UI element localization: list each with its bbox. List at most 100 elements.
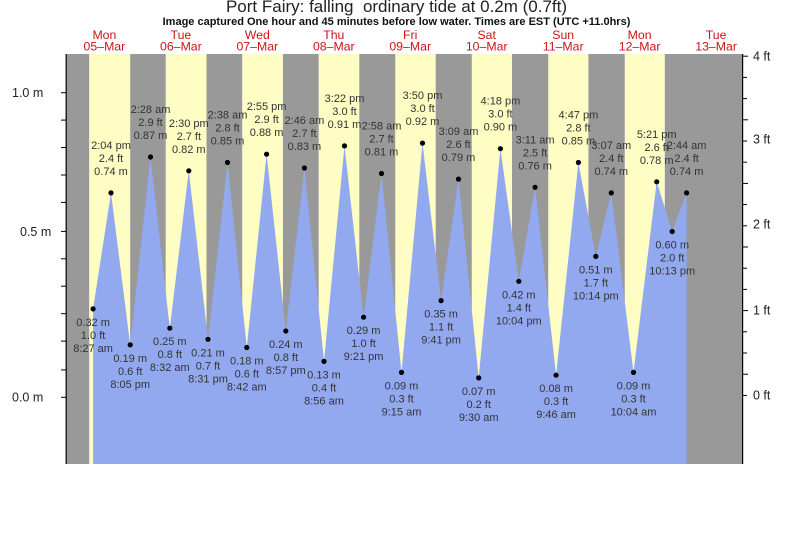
svg-text:3.0 ft: 3.0 ft xyxy=(410,103,434,115)
svg-text:8:32 am: 8:32 am xyxy=(150,362,190,374)
svg-text:11–Mar: 11–Mar xyxy=(543,40,584,54)
svg-text:0.09 m: 0.09 m xyxy=(617,380,651,392)
svg-text:0.18 m: 0.18 m xyxy=(230,356,264,368)
svg-text:2.5 ft: 2.5 ft xyxy=(523,147,547,159)
svg-text:2.7 ft: 2.7 ft xyxy=(292,128,316,140)
svg-text:0.51 m: 0.51 m xyxy=(579,264,613,276)
svg-text:0.25 m: 0.25 m xyxy=(153,336,187,348)
svg-text:0.32 m: 0.32 m xyxy=(76,317,110,329)
svg-text:0.82 m: 0.82 m xyxy=(172,144,206,156)
svg-text:1.7 ft: 1.7 ft xyxy=(584,277,608,289)
svg-text:13–Mar: 13–Mar xyxy=(695,40,737,54)
svg-text:10:13 pm: 10:13 pm xyxy=(649,266,695,278)
svg-text:0.2 ft: 0.2 ft xyxy=(466,399,490,411)
svg-text:0.24 m: 0.24 m xyxy=(269,339,303,351)
svg-text:0.74 m: 0.74 m xyxy=(670,166,704,178)
svg-text:0.6 ft: 0.6 ft xyxy=(118,366,142,378)
svg-text:3.0 ft: 3.0 ft xyxy=(488,109,512,121)
svg-text:0.13 m: 0.13 m xyxy=(307,369,341,381)
svg-text:06–Mar: 06–Mar xyxy=(160,40,202,54)
svg-text:0.87 m: 0.87 m xyxy=(134,130,168,142)
svg-text:8:27 am: 8:27 am xyxy=(73,343,113,355)
svg-text:2.9 ft: 2.9 ft xyxy=(254,114,278,126)
svg-text:4:47 pm: 4:47 pm xyxy=(559,110,599,122)
svg-text:10:14 pm: 10:14 pm xyxy=(573,290,619,302)
svg-text:10:04 am: 10:04 am xyxy=(611,406,657,418)
svg-text:2.4 ft: 2.4 ft xyxy=(99,153,123,165)
svg-text:0.85 m: 0.85 m xyxy=(211,136,245,148)
svg-text:0.35 m: 0.35 m xyxy=(424,309,458,321)
svg-text:2:38 am: 2:38 am xyxy=(208,110,248,122)
svg-text:0.76 m: 0.76 m xyxy=(518,160,552,172)
svg-text:4:18 pm: 4:18 pm xyxy=(481,96,521,108)
svg-text:10–Mar: 10–Mar xyxy=(466,40,508,54)
svg-text:3:22 pm: 3:22 pm xyxy=(325,93,365,105)
svg-text:2:28 am: 2:28 am xyxy=(131,104,171,116)
svg-text:1.1 ft: 1.1 ft xyxy=(429,322,453,334)
svg-text:2:46 am: 2:46 am xyxy=(285,115,325,127)
svg-text:0.78 m: 0.78 m xyxy=(640,155,674,167)
svg-text:2.4 ft: 2.4 ft xyxy=(599,153,623,165)
svg-text:0.79 m: 0.79 m xyxy=(442,152,476,164)
svg-text:0.74 m: 0.74 m xyxy=(94,166,128,178)
svg-text:9:41 pm: 9:41 pm xyxy=(421,335,461,347)
svg-text:0.4 ft: 0.4 ft xyxy=(312,382,336,394)
svg-text:0 ft: 0 ft xyxy=(753,389,771,403)
svg-text:2.7 ft: 2.7 ft xyxy=(369,134,393,146)
svg-text:2:04 pm: 2:04 pm xyxy=(91,140,131,152)
svg-text:2.9 ft: 2.9 ft xyxy=(138,117,162,129)
svg-text:9:46 am: 9:46 am xyxy=(536,409,576,421)
svg-text:0.90 m: 0.90 m xyxy=(484,122,518,134)
svg-text:2.6 ft: 2.6 ft xyxy=(446,139,470,151)
svg-text:0.85 m: 0.85 m xyxy=(562,136,596,148)
svg-text:2:58 am: 2:58 am xyxy=(362,121,402,133)
svg-text:0.21 m: 0.21 m xyxy=(191,347,225,359)
svg-text:0.91 m: 0.91 m xyxy=(328,119,362,131)
svg-text:1 ft: 1 ft xyxy=(753,304,771,318)
svg-text:2.7 ft: 2.7 ft xyxy=(177,131,201,143)
svg-text:0.3 ft: 0.3 ft xyxy=(389,393,413,405)
svg-text:2:30 pm: 2:30 pm xyxy=(169,118,209,130)
svg-text:3:11 am: 3:11 am xyxy=(516,134,555,146)
svg-text:0.09 m: 0.09 m xyxy=(385,380,419,392)
svg-text:2:55 pm: 2:55 pm xyxy=(247,101,287,113)
svg-text:3:09 am: 3:09 am xyxy=(439,126,479,138)
svg-text:8:56 am: 8:56 am xyxy=(304,395,344,407)
svg-text:0.42 m: 0.42 m xyxy=(502,289,536,301)
svg-text:8:57 pm: 8:57 pm xyxy=(266,365,306,377)
svg-text:05–Mar: 05–Mar xyxy=(84,40,126,54)
svg-text:0.5 m: 0.5 m xyxy=(20,225,51,239)
svg-text:2.6 ft: 2.6 ft xyxy=(644,142,668,154)
svg-text:0.74 m: 0.74 m xyxy=(594,166,628,178)
svg-text:2.8 ft: 2.8 ft xyxy=(566,123,590,135)
svg-text:0.8 ft: 0.8 ft xyxy=(158,349,182,361)
svg-text:0.07 m: 0.07 m xyxy=(462,386,496,398)
svg-text:3 ft: 3 ft xyxy=(753,133,771,147)
svg-text:0.08 m: 0.08 m xyxy=(539,383,573,395)
svg-text:0.83 m: 0.83 m xyxy=(288,141,322,153)
svg-text:0.8 ft: 0.8 ft xyxy=(274,352,298,364)
svg-text:0.0 m: 0.0 m xyxy=(12,391,43,405)
svg-text:1.0 ft: 1.0 ft xyxy=(351,338,375,350)
svg-text:0.19 m: 0.19 m xyxy=(113,353,147,365)
svg-text:8:05 pm: 8:05 pm xyxy=(110,379,150,391)
svg-text:9:15 am: 9:15 am xyxy=(382,406,422,418)
svg-text:8:42 am: 8:42 am xyxy=(227,382,267,394)
svg-text:07–Mar: 07–Mar xyxy=(236,40,278,54)
svg-text:12–Mar: 12–Mar xyxy=(619,40,661,54)
svg-text:0.6 ft: 0.6 ft xyxy=(235,369,259,381)
svg-text:1.0 m: 1.0 m xyxy=(12,86,43,100)
svg-text:2.4 ft: 2.4 ft xyxy=(674,153,698,165)
svg-text:3:07 am: 3:07 am xyxy=(591,140,631,152)
svg-text:0.3 ft: 0.3 ft xyxy=(621,393,645,405)
svg-text:9:30 am: 9:30 am xyxy=(459,412,499,424)
svg-text:0.29 m: 0.29 m xyxy=(347,325,381,337)
svg-text:3:50 pm: 3:50 pm xyxy=(403,90,443,102)
svg-text:0.60 m: 0.60 m xyxy=(655,240,689,252)
svg-text:0.7 ft: 0.7 ft xyxy=(196,360,220,372)
svg-text:9:21 pm: 9:21 pm xyxy=(344,351,384,363)
svg-text:2 ft: 2 ft xyxy=(753,218,771,232)
svg-text:0.92 m: 0.92 m xyxy=(406,116,440,128)
svg-text:1.0 ft: 1.0 ft xyxy=(81,330,105,342)
svg-text:4 ft: 4 ft xyxy=(753,50,771,64)
